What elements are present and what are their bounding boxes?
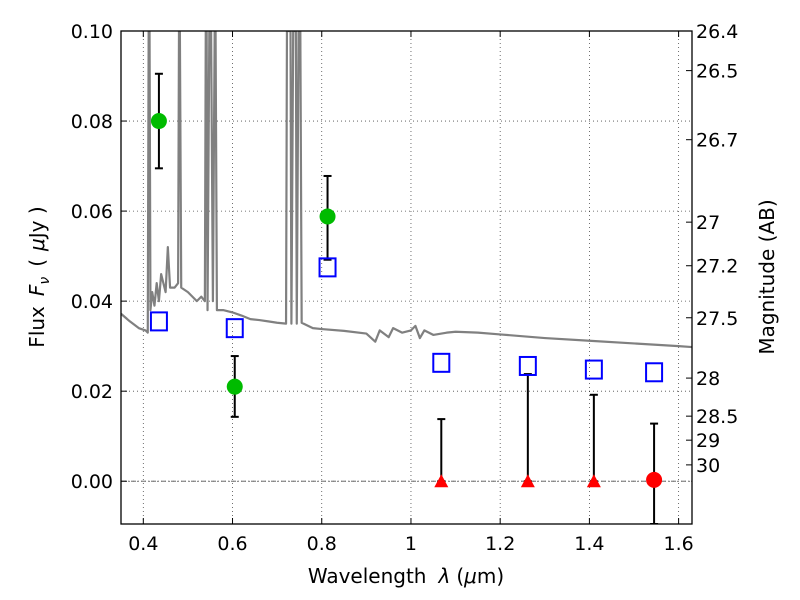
- sed-model-line: [121, 31, 692, 349]
- y2-tick-label: 27.5: [696, 308, 738, 330]
- y2-tick-label: 28.5: [696, 406, 738, 428]
- model-square-marker: [518, 355, 537, 376]
- flux-circle-marker: [150, 113, 167, 130]
- flux-circle-marker: [646, 471, 663, 488]
- y2-tick-label: 29: [696, 430, 720, 452]
- plot-frame: [120, 30, 693, 525]
- y2-tick-label: 26.5: [696, 61, 738, 83]
- model-square-marker: [318, 257, 337, 278]
- model-square-marker: [225, 318, 244, 339]
- y-tick-label: 0.04: [71, 291, 113, 313]
- flux-circle-marker: [319, 208, 336, 225]
- sed-line-layer: [121, 31, 692, 349]
- y2-tick-label: 26.4: [696, 21, 738, 43]
- model-square-marker: [645, 362, 664, 383]
- upper-limit-triangle-marker: [586, 474, 601, 488]
- y2-tick-label: 26.7: [696, 130, 738, 152]
- errorbar-layer: [154, 72, 659, 524]
- model-square-marker: [149, 311, 168, 332]
- y2-axis-ticks: 26.4 26.5 26.7 27 27.2 27.5 28 28.529 30: [686, 21, 738, 477]
- x-tick-label: 0.8: [307, 533, 337, 555]
- y2-axis-label: Magnitude (AB): [755, 199, 779, 354]
- x-tick-label: 1.6: [664, 533, 694, 555]
- x-tick-label: 1: [405, 533, 417, 555]
- y-tick-label: 0.02: [71, 381, 113, 403]
- y2-tick-label: 27.2: [696, 256, 738, 278]
- model-square-marker: [584, 359, 603, 380]
- y2-tick-label: 27: [696, 212, 720, 234]
- marker-layer: [149, 113, 664, 488]
- x-tick-label: 0.6: [217, 533, 247, 555]
- upper-limit-triangle-marker: [520, 474, 535, 488]
- y-tick-label: 0.00: [71, 471, 113, 493]
- y-tick-label: 0.10: [71, 21, 113, 43]
- y-tick-label: 0.06: [71, 201, 113, 223]
- y2-tick-label: 30: [696, 455, 720, 477]
- upper-limit-triangle-marker: [434, 474, 449, 488]
- model-square-marker: [432, 352, 451, 373]
- x-axis-ticks: 0.4 0.6 0.8 1 1.2 1.4 1.6: [128, 31, 694, 555]
- y2-tick-label: 28: [696, 368, 720, 390]
- x-axis-label: Wavelength λ (μm): [308, 564, 504, 588]
- y-axis-ticks: 0.00 0.02 0.04 0.06 0.08 0.10: [71, 21, 127, 493]
- flux-circle-marker: [226, 378, 243, 395]
- y-tick-label: 0.08: [71, 111, 113, 133]
- x-tick-label: 1.4: [574, 533, 604, 555]
- y-axis-label: FluxFν(μJy ): [25, 206, 53, 347]
- x-tick-label: 1.2: [485, 533, 515, 555]
- x-tick-label: 0.4: [128, 533, 158, 555]
